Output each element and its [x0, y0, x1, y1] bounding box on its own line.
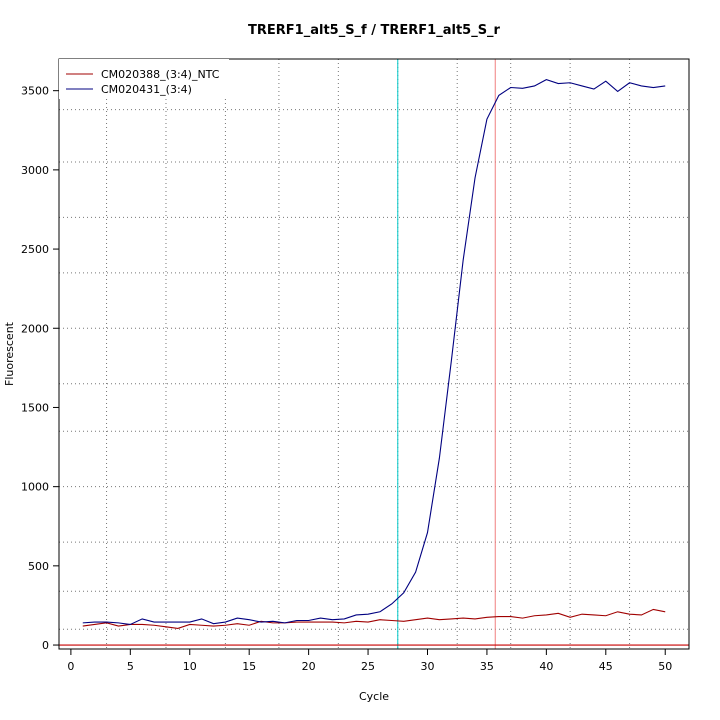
x-tick-label: 0 [67, 660, 74, 673]
x-tick-label: 25 [361, 660, 375, 673]
grid-lines [59, 59, 689, 649]
legend-label-sample: CM020431_(3:4) [101, 83, 192, 96]
x-tick-label: 35 [480, 660, 494, 673]
legend-box [59, 59, 229, 99]
x-tick-label: 15 [242, 660, 256, 673]
y-tick-label: 3000 [21, 164, 49, 177]
data-series [82, 78, 666, 629]
y-axis-label: Fluorescent [3, 321, 16, 386]
series-line-0 [82, 608, 666, 629]
y-tick-label: 3500 [21, 85, 49, 98]
plot-frame [58, 58, 690, 650]
x-tick-label: 10 [183, 660, 197, 673]
x-tick-label: 50 [658, 660, 672, 673]
chart-title: TRERF1_alt5_S_f / TRERF1_alt5_S_r [248, 23, 501, 38]
x-tick-label: 20 [302, 660, 316, 673]
y-axis: 0 500 1000 1500 2000 2500 3000 3500 [21, 85, 59, 652]
series-line-1 [82, 78, 666, 626]
y-tick-label: 0 [42, 639, 49, 652]
x-axis: 0 5 10 15 20 25 30 35 40 45 50 [67, 649, 672, 673]
y-tick-label: 500 [28, 560, 49, 573]
x-tick-label: 45 [599, 660, 613, 673]
y-tick-label: 2500 [21, 243, 49, 256]
x-tick-label: 40 [539, 660, 553, 673]
x-tick-label: 5 [127, 660, 134, 673]
y-tick-label: 2000 [21, 322, 49, 335]
x-tick-label: 30 [420, 660, 434, 673]
y-tick-label: 1000 [21, 481, 49, 494]
reference-lines [59, 59, 689, 649]
legend: CM020388_(3:4)_NTC CM020431_(3:4) [59, 59, 229, 99]
legend-label-ntc: CM020388_(3:4)_NTC [101, 68, 220, 81]
x-axis-label: Cycle [359, 690, 389, 703]
y-tick-label: 1500 [21, 401, 49, 414]
